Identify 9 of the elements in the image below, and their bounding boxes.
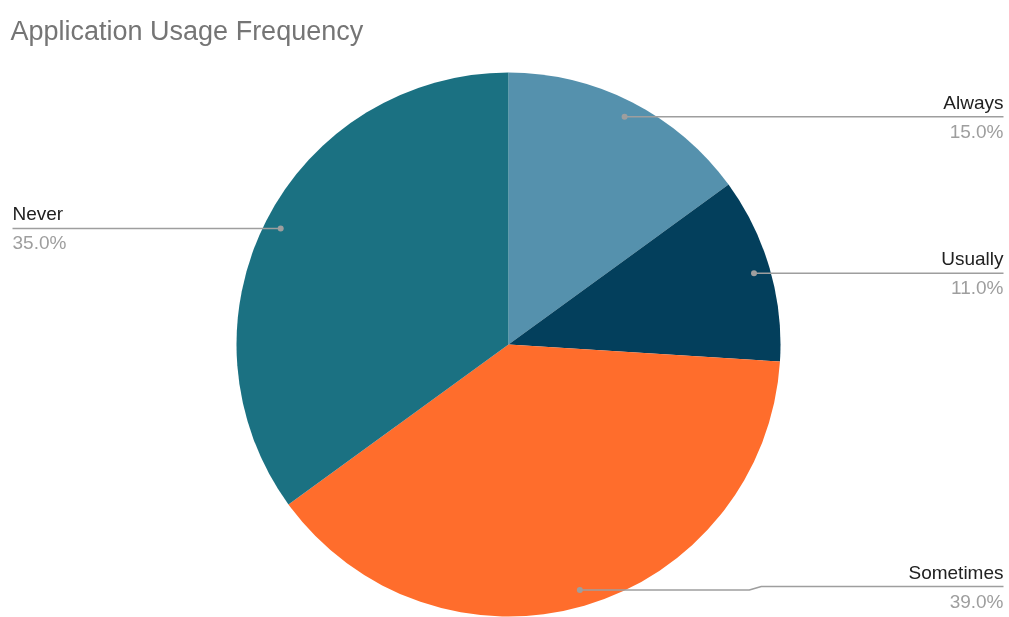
data-label: 11.0% bbox=[951, 277, 1004, 299]
data-label: 35.0% bbox=[12, 232, 67, 254]
data-label: 39.0% bbox=[949, 590, 1004, 612]
slice-label: Usually bbox=[941, 248, 1004, 270]
data-label: 15.0% bbox=[949, 120, 1004, 142]
chart-title: Application Usage Frequency bbox=[10, 15, 364, 46]
slice-label: Never bbox=[12, 203, 64, 225]
slice-label: Sometimes bbox=[908, 561, 1004, 583]
slice-label: Always bbox=[943, 91, 1004, 113]
